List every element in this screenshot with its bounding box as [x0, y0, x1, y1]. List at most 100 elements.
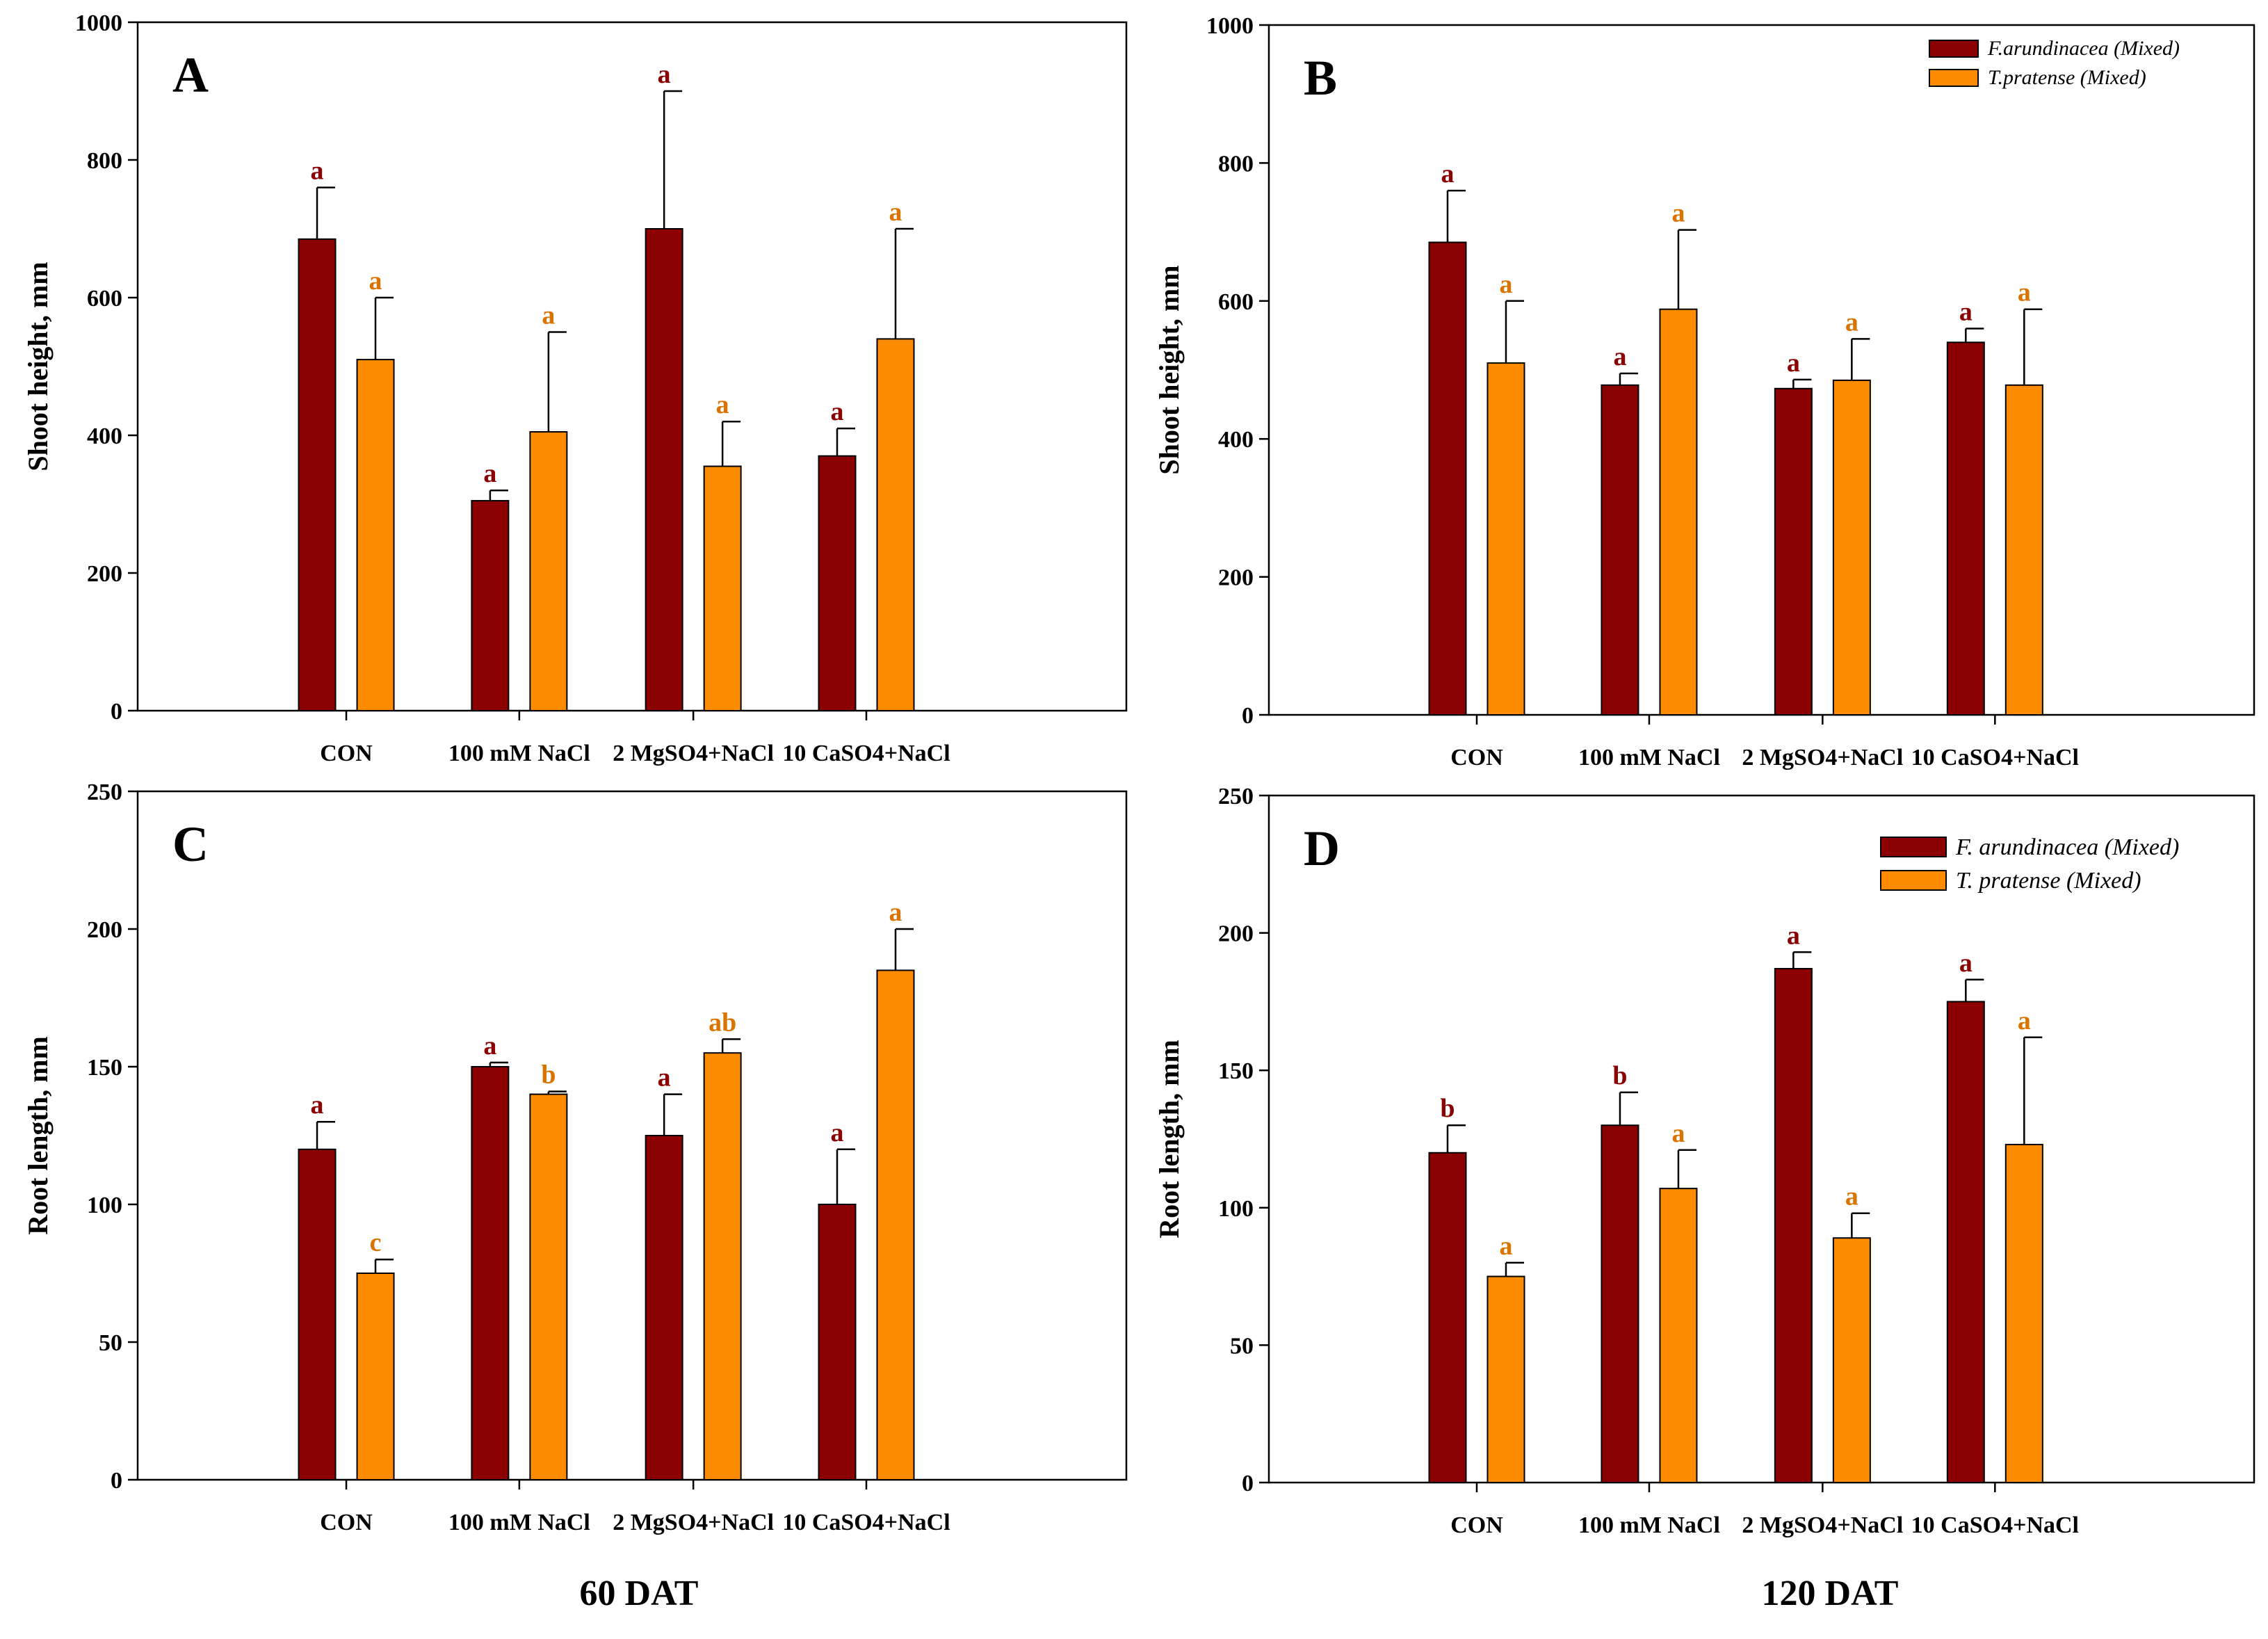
legend-label: T. pratense (Mixed) [1956, 868, 2141, 894]
y-tick-label: 200 [87, 917, 122, 943]
bar-tp [1659, 1188, 1698, 1483]
y-tick-label: 0 [111, 699, 122, 725]
significance-letter-fa: a [1441, 159, 1454, 188]
significance-letter-fa: a [1787, 921, 1800, 950]
bar-tp [2004, 384, 2043, 716]
y-axis-label: Root length, mm [1153, 1040, 1185, 1238]
significance-letter-tp: a [2018, 1006, 2031, 1035]
y-tick-label: 400 [87, 423, 122, 449]
bar-fa [298, 238, 337, 712]
significance-letter-tp: a [1845, 307, 1858, 337]
significance-letter-fa: a [311, 156, 324, 186]
bar-fa [1946, 341, 1985, 716]
panel-label: D [1304, 821, 1340, 876]
bar-tp [529, 431, 568, 711]
bar-tp [1832, 379, 1871, 716]
y-tick-label: 400 [1218, 427, 1254, 453]
panel-b: B 0 200 400 600 800 1000 Shoot height, mm a a CON a… [1153, 13, 2255, 770]
significance-letter-tp: a [889, 197, 902, 227]
y-tick-label: 1000 [1206, 13, 1254, 39]
significance-letter-fa: a [1613, 342, 1626, 371]
bar-fa [298, 1148, 337, 1481]
legend-swatch [1880, 870, 1947, 891]
y-tick-label: 50 [99, 1330, 122, 1356]
significance-letter-fa: a [658, 1063, 671, 1092]
y-tick-label: 0 [1242, 1471, 1254, 1496]
bar-fa [471, 500, 510, 711]
y-tick-label: 800 [87, 148, 122, 174]
y-tick-label: 150 [1218, 1058, 1254, 1084]
x-tick-label: CON [1450, 745, 1503, 770]
y-tick-label: 150 [87, 1055, 122, 1081]
bar-fa [818, 1204, 857, 1480]
bar-tp [356, 359, 395, 711]
legend-label: T.pratense (Mixed) [1988, 66, 2146, 89]
plot-frame [136, 790, 1128, 1481]
y-axis-label: Shoot height, mm [1153, 265, 1185, 474]
significance-letter-tp: a [716, 390, 729, 419]
significance-letter-tp: a [889, 898, 902, 927]
plot-frame [1267, 24, 2255, 716]
x-tick-label: CON [320, 741, 373, 766]
significance-letter-tp: c [370, 1228, 382, 1257]
significance-letter-fa: a [483, 1031, 496, 1060]
panel-a: A 0 200 400 600 800 1000 Shoot height, mm a a CON a… [22, 10, 1128, 766]
bar-fa [1774, 967, 1813, 1483]
y-tick-label: 200 [1218, 565, 1254, 591]
bar-fa [1601, 384, 1639, 716]
bar-tp [703, 1052, 742, 1480]
y-tick-label: 50 [1230, 1333, 1254, 1359]
bar-tp [876, 969, 915, 1480]
y-tick-label: 0 [111, 1468, 122, 1494]
bar-fa [645, 1135, 683, 1480]
bar-fa [1601, 1124, 1639, 1483]
x-tick-label: 10 CaSO4+NaCl [782, 1510, 950, 1535]
x-tick-label: 100 mM NaCl [1578, 1512, 1720, 1538]
x-tick-label: CON [320, 1510, 373, 1535]
y-tick-label: 0 [1242, 703, 1254, 729]
significance-letter-fa: a [831, 1118, 844, 1147]
x-tick-label: 2 MgSO4+NaCl [1742, 1512, 1903, 1538]
panel-d: D 0 50 100 150 200 250 Root length, mm b a CON b a 10… [1153, 784, 2255, 1538]
significance-letter-tp: ab [708, 1008, 736, 1037]
y-tick-label: 250 [1218, 784, 1254, 809]
bar-tp [1832, 1237, 1871, 1483]
bar-fa [818, 455, 857, 711]
y-tick-label: 800 [1218, 151, 1254, 177]
significance-letter-tp: a [1499, 270, 1512, 299]
y-tick-label: 250 [87, 780, 122, 805]
significance-letter-tp: a [1671, 199, 1685, 228]
bar-tp [1659, 308, 1698, 716]
significance-letter-tp: a [1671, 1119, 1685, 1148]
significance-letter-fa: a [831, 397, 844, 426]
significance-letter-fa: a [483, 459, 496, 488]
legend-label: F.arundinacea (Mixed) [1987, 37, 2180, 60]
panel-label: A [172, 47, 209, 103]
y-tick-label: 100 [87, 1193, 122, 1218]
significance-letter-fa: b [1440, 1094, 1455, 1123]
bar-fa [471, 1066, 510, 1480]
significance-letter-fa: a [1959, 948, 1973, 978]
significance-letter-tp: a [2018, 278, 2031, 307]
footer-60-dat: 60 DAT [579, 1574, 699, 1613]
legend-label: F. arundinacea (Mixed) [1955, 834, 2179, 860]
bar-fa [1946, 1001, 1985, 1483]
significance-letter-fa: a [658, 60, 671, 89]
bar-fa [1428, 1152, 1467, 1483]
significance-letter-fa: a [1787, 348, 1800, 378]
y-tick-label: 200 [87, 561, 122, 587]
x-tick-label: 10 CaSO4+NaCl [782, 741, 950, 766]
significance-letter-tp: a [1499, 1232, 1512, 1261]
significance-letter-tp: a [1845, 1182, 1858, 1211]
y-tick-label: 1000 [75, 10, 122, 36]
bar-tp [876, 338, 915, 711]
significance-letter-tp: a [542, 301, 555, 330]
x-tick-label: 100 mM NaCl [1578, 745, 1720, 770]
x-tick-label: 2 MgSO4+NaCl [613, 1510, 774, 1535]
y-axis-label: Root length, mm [22, 1036, 54, 1235]
panel-label: C [172, 816, 209, 872]
panel-c: C 0 50 100 150 200 250 Root length, mm a c CON ab 10… [22, 780, 1128, 1535]
x-tick-label: 100 mM NaCl [448, 1510, 590, 1535]
panel-label: B [1304, 50, 1337, 106]
significance-letter-fa: a [311, 1090, 324, 1120]
